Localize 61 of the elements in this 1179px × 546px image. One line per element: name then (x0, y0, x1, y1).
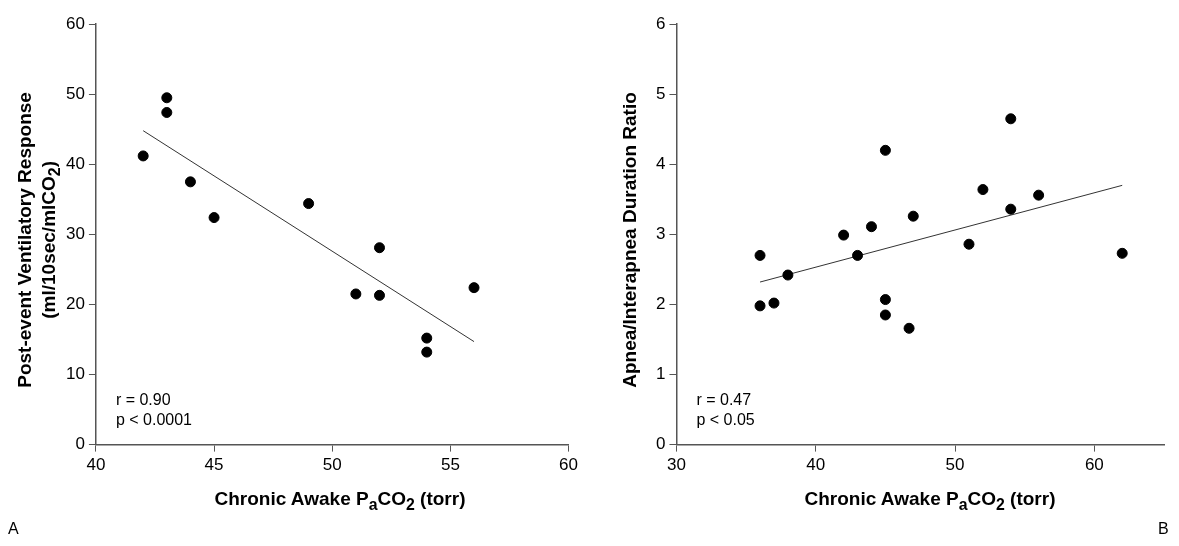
point (1005, 113, 1017, 125)
point (184, 176, 196, 188)
x-tick-label: 50 (945, 455, 965, 475)
point (303, 198, 315, 210)
x-tick-label: 45 (204, 455, 224, 475)
point (468, 282, 480, 294)
annotation: r = 0.90 (115, 390, 171, 408)
y-tick-label: 0 (75, 434, 85, 454)
text: A (8, 520, 19, 538)
point (865, 221, 877, 233)
x-tick-label: 60 (1084, 455, 1104, 475)
annotation: p < 0.05 (696, 410, 755, 428)
x-tick-label: 60 (559, 455, 579, 475)
x-tick-label: 55 (440, 455, 460, 475)
point (208, 212, 220, 224)
y-tick-label: 0 (655, 434, 666, 454)
point (161, 92, 173, 104)
annotation: p < 0.0001 (115, 410, 193, 428)
point (373, 242, 385, 254)
y-tick-label: 3 (655, 224, 666, 244)
x-tick-label: 40 (806, 455, 826, 475)
y-axis-title: Apnea/Interapnea Duration Ratio (618, 92, 641, 388)
point (754, 249, 766, 261)
y-tick-label: 1 (655, 364, 666, 384)
y-tick-label: 50 (65, 83, 85, 103)
point (421, 332, 433, 344)
annotation: r = 0.47 (696, 390, 752, 408)
point (879, 309, 891, 321)
x-tick-label: 40 (86, 455, 106, 475)
point (137, 150, 149, 162)
y-tick-label: 20 (65, 294, 85, 314)
point (838, 229, 850, 241)
point (1116, 247, 1128, 259)
point (963, 238, 975, 250)
y-tick-label: 6 (655, 13, 666, 33)
point (879, 144, 891, 156)
text: B (1158, 520, 1169, 538)
y-tick-label: 2 (655, 294, 666, 314)
point (754, 300, 766, 312)
x-tick-label: 50 (322, 455, 342, 475)
point (350, 288, 362, 300)
x-axis-title: Chronic Awake P$_{a}$CO$_{2}$ (torr) (803, 488, 1057, 514)
y-tick-label: 60 (65, 13, 85, 33)
y-tick-label: 40 (65, 154, 85, 174)
y-tick-label: 4 (655, 154, 666, 174)
point (373, 289, 385, 301)
point (161, 106, 173, 118)
point (977, 184, 989, 196)
y-tick-label: 5 (655, 83, 666, 103)
point (903, 322, 915, 334)
x-axis-title: Chronic Awake P$_{a}$CO$_{2}$ (torr) (213, 488, 467, 514)
point (907, 210, 919, 222)
point (421, 346, 433, 358)
y-tick-label: 10 (65, 364, 85, 384)
point (852, 249, 864, 261)
point (1005, 203, 1017, 215)
point (782, 269, 794, 281)
point (879, 294, 891, 306)
point (768, 297, 780, 309)
point (1033, 189, 1045, 201)
y-tick-label: 30 (65, 224, 85, 244)
